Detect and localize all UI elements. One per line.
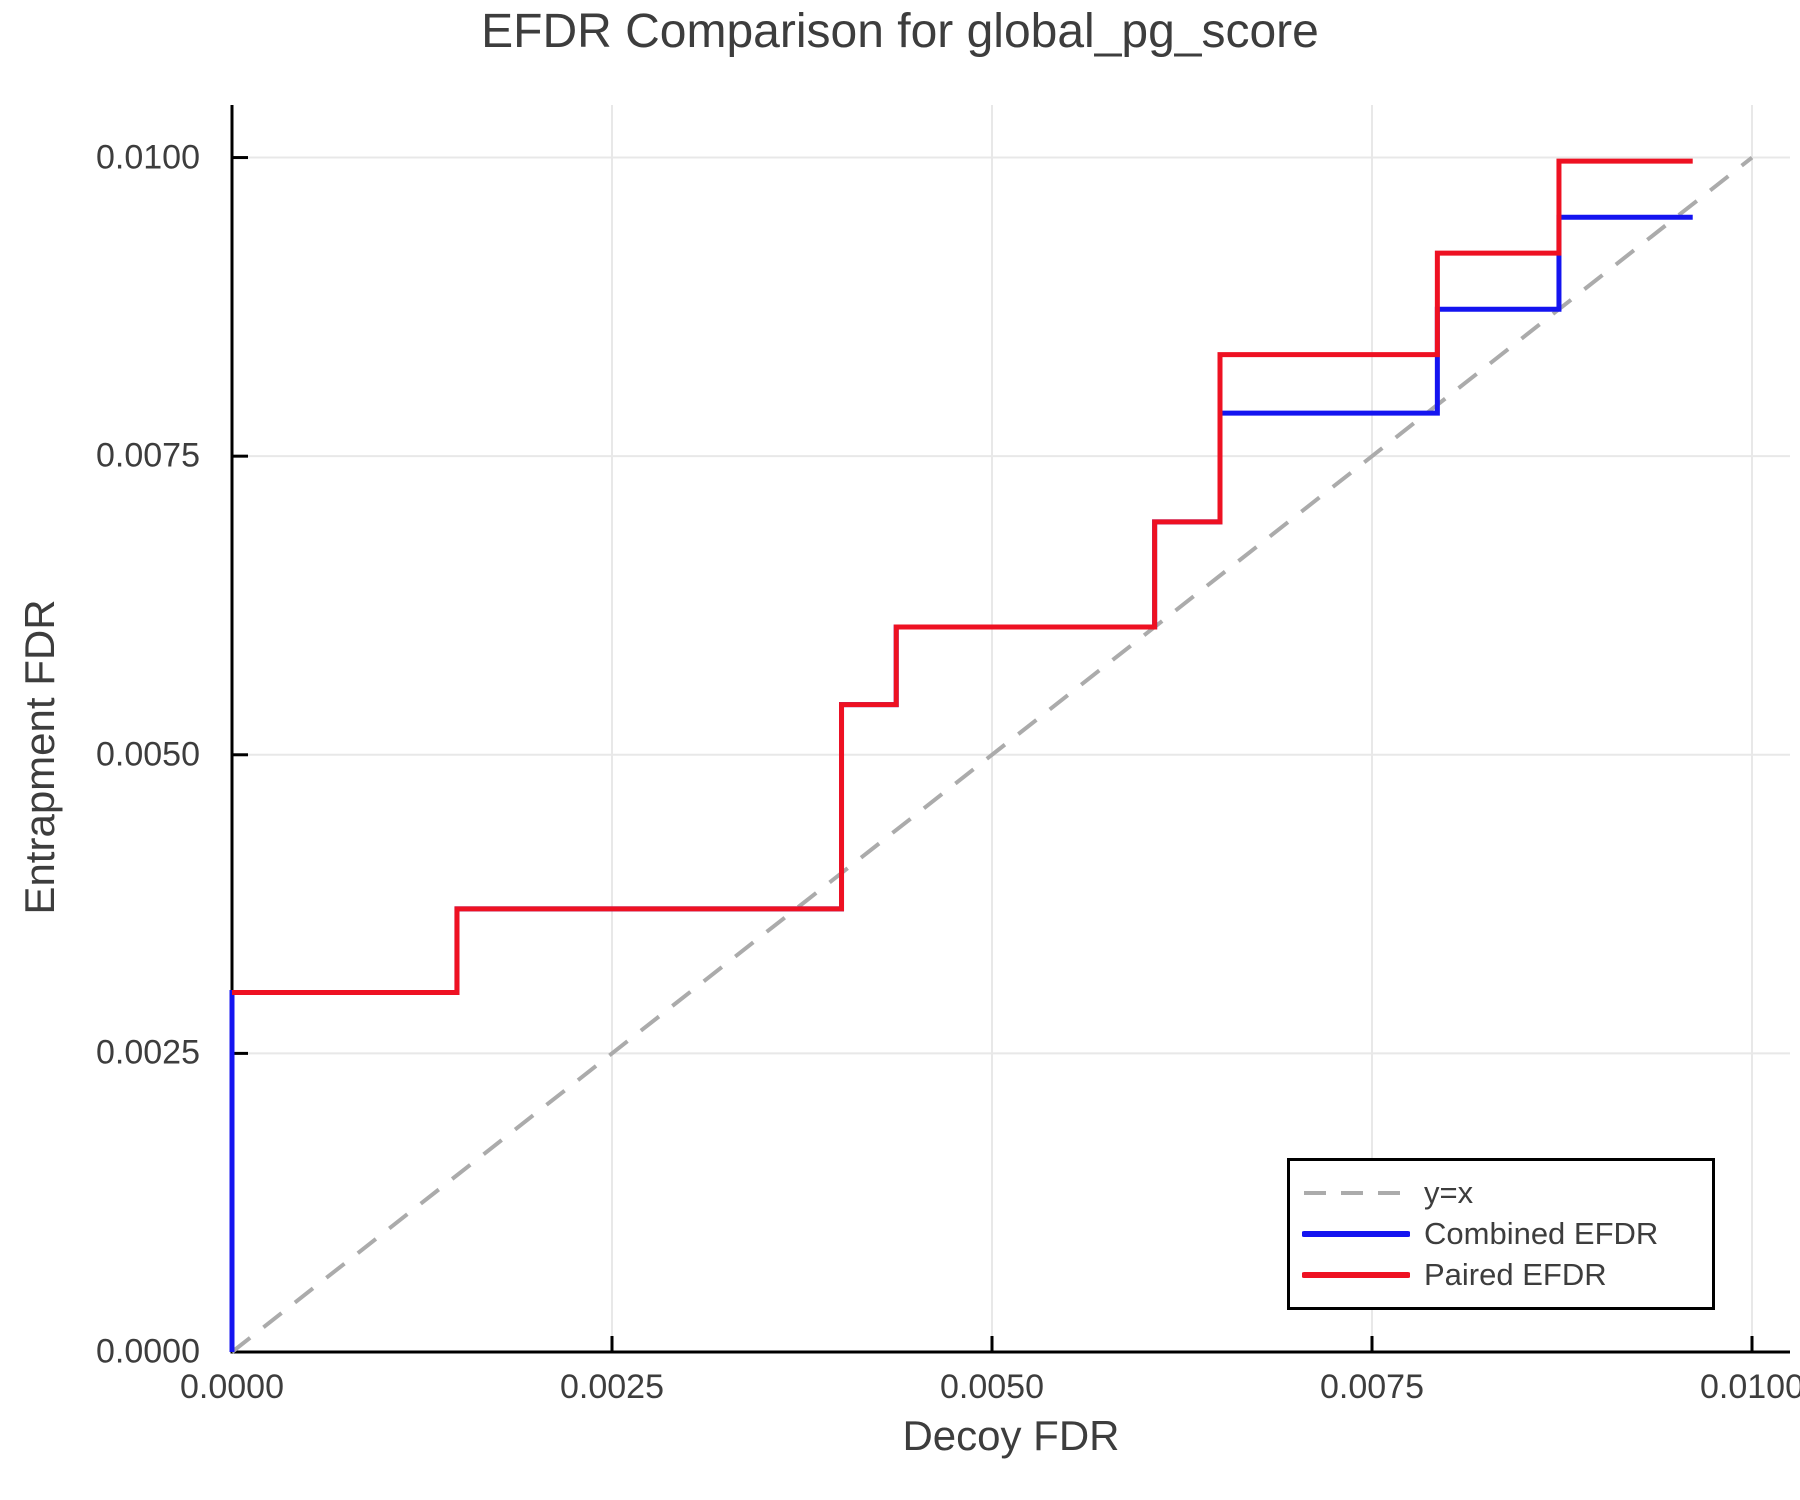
y-tick-label: 0.0025	[96, 1033, 200, 1072]
legend-label-paired: Paired EFDR	[1424, 1257, 1607, 1292]
identity-line-sample	[1304, 1191, 1408, 1195]
paired-line-sample	[1302, 1272, 1410, 1278]
combined-line-sample	[1302, 1231, 1410, 1237]
chart-title: EFDR Comparison for global_pg_score	[481, 5, 1319, 58]
legend-row-paired: Paired EFDR	[1302, 1256, 1712, 1294]
y-tick-label: 0.0050	[96, 735, 200, 774]
x-tick-label: 0.0000	[180, 1368, 284, 1406]
legend-label-combined: Combined EFDR	[1424, 1216, 1659, 1251]
x-tick-label: 0.0050	[940, 1368, 1044, 1406]
y-axis-label: Entrapment FDR	[16, 599, 63, 915]
x-tick-label: 0.0100	[1700, 1368, 1800, 1406]
series-paired-efdr	[232, 158, 1693, 995]
legend-label-identity: y=x	[1424, 1175, 1474, 1210]
y-tick-label: 0.0000	[96, 1332, 200, 1371]
legend: y=x Combined EFDR Paired EFDR	[1287, 1158, 1715, 1310]
x-tick-label: 0.0075	[1320, 1368, 1424, 1406]
legend-row-combined: Combined EFDR	[1302, 1215, 1712, 1253]
series-y-x	[230, 155, 1754, 1354]
y-tick-label: 0.0075	[96, 436, 200, 475]
y-tick-label: 0.0100	[96, 138, 200, 177]
x-tick-label: 0.0025	[560, 1368, 664, 1406]
x-axis-label: Decoy FDR	[902, 1412, 1120, 1459]
legend-row-identity: y=x	[1302, 1174, 1712, 1212]
